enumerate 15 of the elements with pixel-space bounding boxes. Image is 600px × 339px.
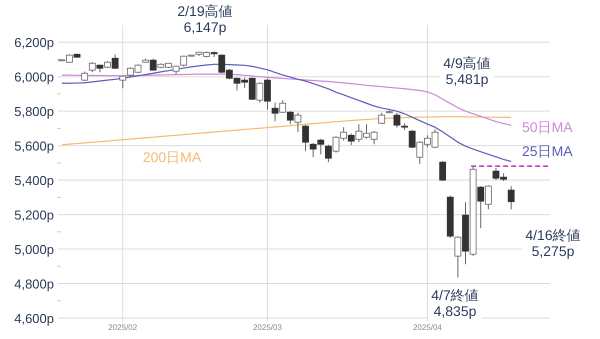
y-tick-label: 5,200p xyxy=(14,208,54,223)
y-tick-label: 5,000p xyxy=(14,242,54,258)
y-tick-label: 4,600p xyxy=(14,311,54,326)
annotation: 2/19高値 6,147p xyxy=(174,2,236,36)
y-tick-label: 4,800p xyxy=(14,276,54,292)
x-tick-label: 2025/02 xyxy=(108,323,138,332)
y-tick-label: 6,200p xyxy=(14,35,54,50)
x-tick-label: 2025/03 xyxy=(252,323,282,332)
annotation: 4/7終値 4,835p xyxy=(428,286,482,320)
y-tick-label: 5,600p xyxy=(14,138,54,154)
annotation: 4/9高値 5,481p xyxy=(440,54,494,88)
y-tick-label: 5,800p xyxy=(14,104,54,120)
y-tick-label: 6,000p xyxy=(14,70,54,85)
y-tick-label: 5,400p xyxy=(14,173,54,188)
x-tick-label: 2025/04 xyxy=(412,323,442,332)
